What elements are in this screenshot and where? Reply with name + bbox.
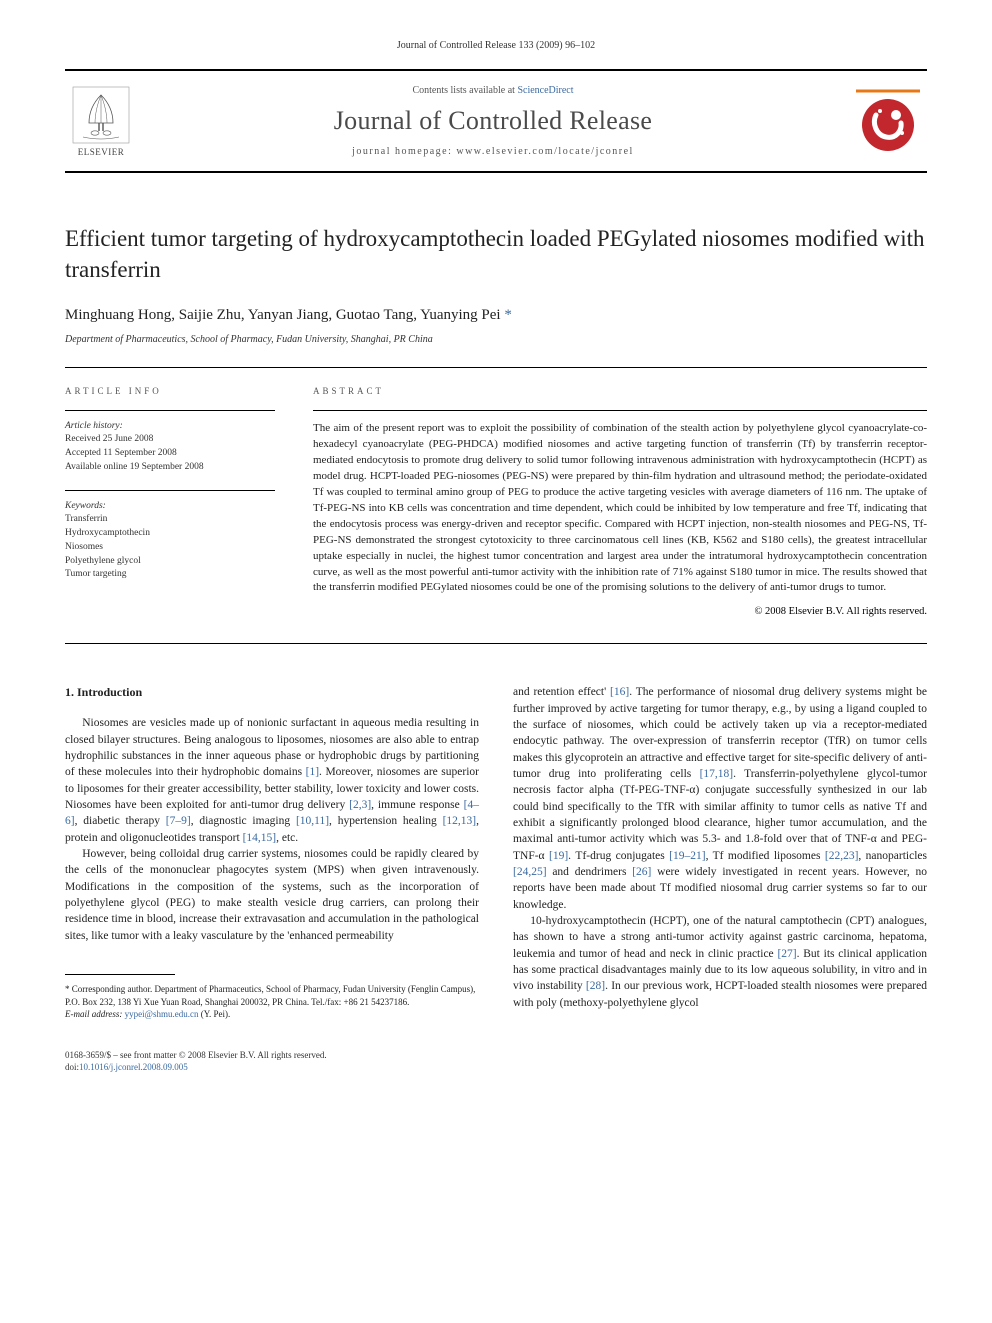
abstract-text: The aim of the present report was to exp… — [313, 421, 927, 596]
divider-bottom — [65, 643, 927, 644]
text-run: and dendrimers — [547, 866, 633, 878]
paragraph: However, being colloidal drug carrier sy… — [65, 846, 479, 944]
footnote-divider — [65, 974, 175, 975]
text-run: , diagnostic imaging — [191, 815, 296, 827]
citation-link[interactable]: [19] — [549, 850, 568, 862]
text-run: , etc. — [276, 832, 298, 844]
doi-prefix: doi: — [65, 1062, 79, 1072]
journal-cover-logo — [849, 85, 927, 157]
header-center: Contents lists available at ScienceDirec… — [137, 85, 849, 157]
homepage-prefix: journal homepage: — [352, 146, 456, 157]
footer-block: 0168-3659/$ – see front matter © 2008 El… — [65, 1049, 927, 1074]
citation-link[interactable]: [22,23] — [825, 850, 859, 862]
text-run: , immune response — [371, 799, 464, 811]
history-lines: Received 25 June 2008 Accepted 11 Septem… — [65, 433, 275, 474]
history-online: Available online 19 September 2008 — [65, 461, 275, 475]
abstract-block: ABSTRACT The aim of the present report w… — [313, 386, 927, 617]
email-suffix: (Y. Pei). — [198, 1009, 230, 1019]
citation-link[interactable]: [19–21] — [669, 850, 705, 862]
column-right: and retention effect' [16]. The performa… — [513, 684, 927, 1020]
authors-text: Minghuang Hong, Saijie Zhu, Yanyan Jiang… — [65, 307, 501, 323]
history-received: Received 25 June 2008 — [65, 433, 275, 447]
journal-header-band: ELSEVIER Contents lists available at Sci… — [65, 69, 927, 173]
text-run: . Transferrin-polyethylene glycol-tumor … — [513, 768, 927, 862]
paragraph: 10-hydroxycamptothecin (HCPT), one of th… — [513, 913, 927, 1011]
citation-link[interactable]: [14,15] — [243, 832, 277, 844]
text-run: , Tf modified liposomes — [706, 850, 825, 862]
citation-link[interactable]: [28] — [586, 980, 605, 992]
abstract-copyright: © 2008 Elsevier B.V. All rights reserved… — [313, 606, 927, 617]
footer-doi-line: doi:10.1016/j.jconrel.2008.09.005 — [65, 1061, 927, 1074]
elsevier-logo: ELSEVIER — [65, 85, 137, 157]
citation-link[interactable]: [2,3] — [349, 799, 371, 811]
keyword: Tumor targeting — [65, 568, 275, 582]
history-label: Article history: — [65, 421, 275, 431]
paragraph: and retention effect' [16]. The performa… — [513, 684, 927, 913]
citation-link[interactable]: [17,18] — [700, 768, 734, 780]
doi-link[interactable]: 10.1016/j.jconrel.2008.09.005 — [79, 1062, 188, 1072]
corresponding-mark: * — [501, 307, 512, 323]
keyword: Transferrin — [65, 513, 275, 527]
history-accepted: Accepted 11 September 2008 — [65, 447, 275, 461]
divider-info — [65, 410, 275, 411]
body-columns: 1. Introduction Niosomes are vesicles ma… — [65, 684, 927, 1020]
text-run: . The performance of niosomal drug deliv… — [513, 686, 927, 780]
citation-link[interactable]: [12,13] — [443, 815, 477, 827]
article-info-block: ARTICLE INFO Article history: Received 2… — [65, 386, 275, 617]
journal-homepage-line: journal homepage: www.elsevier.com/locat… — [137, 146, 849, 157]
elsevier-tree-icon — [71, 85, 131, 145]
text-run: . Tf-drug conjugates — [568, 850, 669, 862]
contents-prefix: Contents lists available at — [412, 85, 517, 96]
journal-title: Journal of Controlled Release — [137, 106, 849, 136]
citation-link[interactable]: [24,25] — [513, 866, 547, 878]
email-label: E-mail address: — [65, 1009, 125, 1019]
citation-link[interactable]: [10,11] — [296, 815, 329, 827]
footer-copyright: 0168-3659/$ – see front matter © 2008 El… — [65, 1049, 927, 1062]
article-meta-row: ARTICLE INFO Article history: Received 2… — [65, 368, 927, 643]
keyword: Hydroxycamptothecin — [65, 527, 275, 541]
affiliation: Department of Pharmaceutics, School of P… — [65, 334, 927, 345]
elsevier-label: ELSEVIER — [78, 147, 125, 157]
divider-kw — [65, 490, 275, 491]
keyword: Polyethylene glycol — [65, 555, 275, 569]
citation-link[interactable]: [26] — [632, 866, 651, 878]
jcr-circle-icon — [852, 85, 924, 157]
text-run: and retention effect' — [513, 686, 610, 698]
keywords-list: Transferrin Hydroxycamptothecin Niosomes… — [65, 513, 275, 582]
keywords-label: Keywords: — [65, 501, 275, 511]
author-list: Minghuang Hong, Saijie Zhu, Yanyan Jiang… — [65, 307, 927, 324]
sciencedirect-link[interactable]: ScienceDirect — [517, 85, 573, 96]
citation-link[interactable]: [1] — [306, 766, 319, 778]
section-heading-intro: 1. Introduction — [65, 684, 479, 701]
keyword: Niosomes — [65, 541, 275, 555]
email-footnote: E-mail address: yypei@shmu.edu.cn (Y. Pe… — [65, 1008, 479, 1021]
citation-link[interactable]: [7–9] — [166, 815, 191, 827]
citation-link[interactable]: [27] — [777, 948, 796, 960]
article-info-label: ARTICLE INFO — [65, 386, 275, 396]
article-title: Efficient tumor targeting of hydroxycamp… — [65, 223, 927, 285]
column-left: 1. Introduction Niosomes are vesicles ma… — [65, 684, 479, 1020]
citation-link[interactable]: [16] — [610, 686, 629, 698]
text-run: , nanoparticles — [858, 850, 927, 862]
homepage-url[interactable]: www.elsevier.com/locate/jconrel — [456, 146, 633, 157]
text-run: , diabetic therapy — [75, 815, 166, 827]
journal-reference: Journal of Controlled Release 133 (2009)… — [65, 40, 927, 51]
text-run: , hypertension healing — [329, 815, 443, 827]
abstract-label: ABSTRACT — [313, 386, 927, 396]
contents-available-line: Contents lists available at ScienceDirec… — [137, 85, 849, 96]
email-link[interactable]: yypei@shmu.edu.cn — [125, 1009, 199, 1019]
divider-abstract — [313, 410, 927, 411]
keywords-block: Keywords: Transferrin Hydroxycamptotheci… — [65, 490, 275, 582]
corresponding-author-footnote: * Corresponding author. Department of Ph… — [65, 983, 479, 1008]
paragraph: Niosomes are vesicles made up of nonioni… — [65, 715, 479, 846]
